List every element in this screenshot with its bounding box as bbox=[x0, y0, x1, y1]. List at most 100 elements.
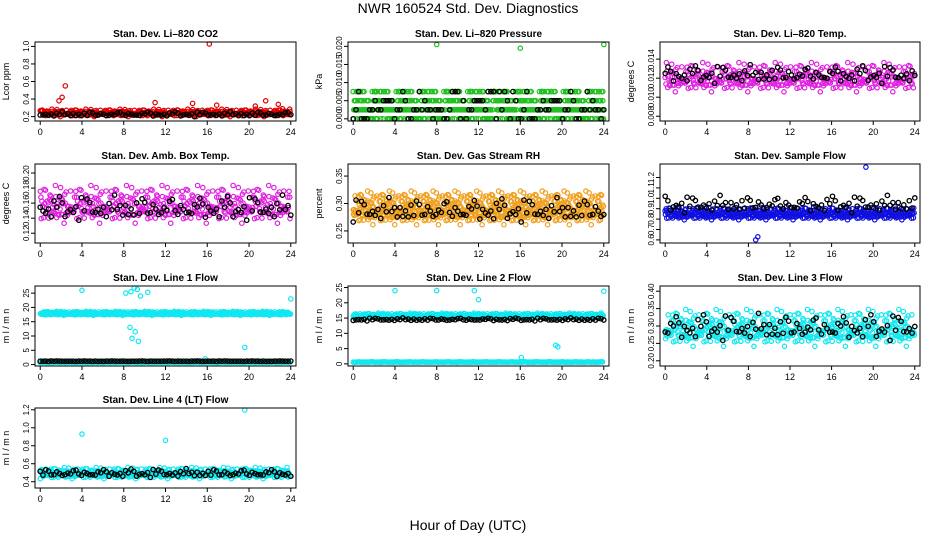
data-point bbox=[432, 88, 439, 95]
data-point bbox=[879, 198, 885, 204]
y-tick-label: 0.20 bbox=[22, 165, 31, 181]
data-point bbox=[75, 111, 82, 118]
data-point bbox=[781, 89, 787, 95]
data-point bbox=[167, 220, 174, 227]
data-point bbox=[557, 217, 563, 223]
data-point bbox=[711, 198, 718, 204]
data-point bbox=[413, 221, 420, 228]
data-point bbox=[544, 221, 551, 228]
data-point bbox=[479, 221, 485, 228]
data-point bbox=[578, 217, 585, 223]
data-point bbox=[559, 107, 566, 113]
y-tick-label: 0.010 bbox=[647, 87, 656, 108]
data-point bbox=[896, 64, 903, 70]
data-point bbox=[599, 88, 606, 95]
data-point bbox=[576, 88, 582, 95]
data-point bbox=[487, 107, 494, 113]
x-tick-label: 12 bbox=[473, 249, 483, 259]
x-tick-label: 20 bbox=[244, 372, 254, 382]
data-point bbox=[361, 88, 367, 95]
data-point bbox=[911, 195, 918, 201]
data-point bbox=[37, 112, 44, 118]
y-tick-label: 0.010 bbox=[335, 72, 344, 93]
x-tick-label: 0 bbox=[38, 372, 43, 382]
data-points bbox=[662, 59, 918, 95]
x-tick-label: 20 bbox=[244, 249, 254, 259]
data-point bbox=[804, 198, 811, 205]
data-point bbox=[727, 80, 733, 86]
x-tick-label: 16 bbox=[202, 127, 212, 137]
data-point bbox=[153, 111, 159, 117]
y-tick-label: 0.12 bbox=[22, 225, 31, 241]
data-point bbox=[863, 164, 869, 170]
data-point bbox=[523, 88, 530, 95]
data-point bbox=[449, 88, 456, 95]
data-point bbox=[906, 197, 913, 204]
x-tick-label: 24 bbox=[286, 249, 296, 259]
data-point bbox=[889, 89, 896, 95]
data-point bbox=[588, 221, 595, 228]
data-point bbox=[722, 199, 729, 206]
data-point bbox=[496, 88, 503, 95]
data-point bbox=[477, 97, 483, 104]
data-point bbox=[180, 112, 187, 118]
x-tick-label: 8 bbox=[746, 127, 751, 137]
data-point bbox=[589, 97, 596, 104]
data-point bbox=[725, 63, 732, 70]
data-points bbox=[662, 164, 918, 243]
data-point bbox=[690, 80, 697, 86]
data-point bbox=[534, 106, 541, 113]
data-point bbox=[194, 182, 201, 189]
data-point bbox=[501, 221, 507, 228]
y-tick-label: 0 bbox=[22, 362, 31, 367]
y-tick-label: 0.25 bbox=[335, 223, 344, 239]
data-point bbox=[512, 97, 519, 104]
data-point bbox=[274, 220, 281, 227]
data-point bbox=[203, 220, 210, 227]
data-point bbox=[581, 106, 588, 113]
data-point bbox=[138, 188, 145, 194]
data-point bbox=[381, 88, 388, 95]
data-point bbox=[543, 106, 549, 113]
x-tick-label: 0 bbox=[38, 127, 43, 137]
y-tick-label: 0.020 bbox=[335, 36, 344, 57]
data-point bbox=[829, 193, 836, 200]
data-point bbox=[684, 194, 690, 201]
data-point bbox=[268, 111, 275, 118]
data-point bbox=[813, 61, 820, 67]
data-point bbox=[174, 188, 181, 194]
data-point bbox=[282, 110, 289, 116]
x-tick-label: 8 bbox=[121, 249, 126, 259]
data-point bbox=[213, 102, 220, 109]
data-point bbox=[245, 188, 252, 194]
data-point bbox=[426, 88, 432, 95]
data-point bbox=[537, 106, 544, 113]
data-point bbox=[144, 109, 151, 116]
chart-title: Stan. Dev. Gas Stream RH bbox=[417, 151, 540, 162]
data-point bbox=[42, 111, 49, 118]
data-point bbox=[457, 221, 464, 228]
data-point bbox=[474, 97, 480, 104]
data-point bbox=[265, 182, 272, 189]
data-point bbox=[243, 217, 250, 224]
data-point bbox=[276, 111, 283, 118]
data-point bbox=[133, 112, 140, 118]
y-tick-label: 0.6 bbox=[22, 75, 31, 87]
data-point bbox=[421, 97, 428, 104]
data-point bbox=[772, 59, 779, 66]
data-point bbox=[391, 221, 398, 228]
data-point bbox=[88, 182, 94, 189]
data-point bbox=[479, 97, 486, 104]
x-tick-label: 12 bbox=[160, 127, 170, 137]
data-point bbox=[125, 110, 132, 117]
data-point bbox=[587, 106, 593, 113]
data-point bbox=[210, 111, 217, 118]
data-point bbox=[287, 296, 294, 302]
data-point bbox=[551, 97, 558, 104]
x-tick-label: 12 bbox=[160, 372, 170, 382]
x-tick-label: 24 bbox=[286, 372, 296, 382]
data-point bbox=[260, 112, 267, 119]
data-point bbox=[239, 220, 245, 227]
data-point bbox=[103, 188, 109, 194]
